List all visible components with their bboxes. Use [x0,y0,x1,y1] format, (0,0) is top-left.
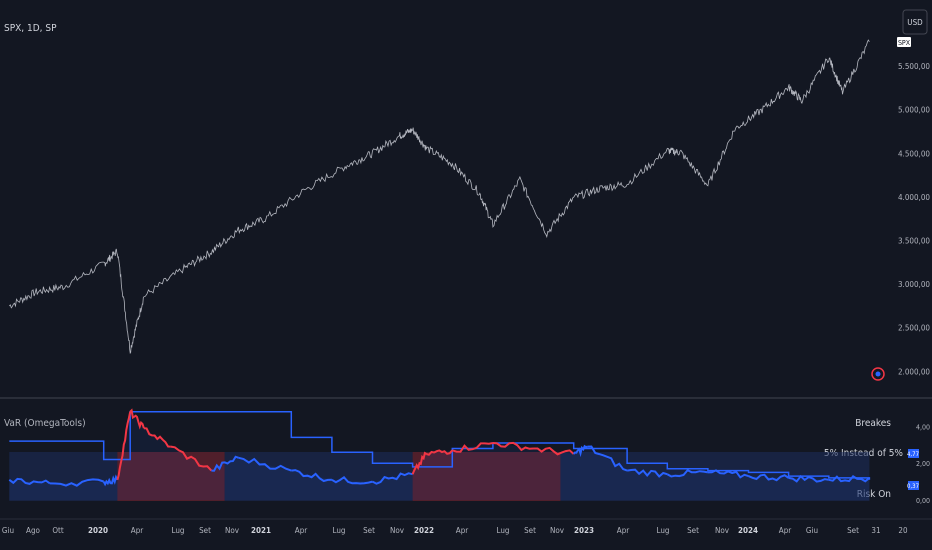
time-tick-label: Ago [26,526,40,535]
indicator-axis: 4,00 2,00 0,00 [916,423,930,505]
time-tick-label: Lug [497,526,510,535]
var-line-segment [372,472,413,485]
var-line-segment [211,455,239,472]
time-tick-label: Lug [333,526,346,535]
time-tick-label: Set [687,526,699,535]
regime-band [117,452,225,501]
time-tick-label: Giu [2,526,14,535]
var-area [9,411,870,500]
var-line-segment [533,446,575,456]
value-badge-1: 4,77 [907,451,919,458]
time-tick-label: 2021 [251,526,271,535]
time-tick-label: 2020 [88,526,108,535]
time-tick-label: Apr [779,526,791,535]
var-line-segment [492,441,534,452]
time-tick-label: Nov [715,526,730,535]
time-tick-label: Lug [657,526,670,535]
price-tick-label: 2.000,00 [898,367,930,376]
last-price-symbol: SPX [898,39,911,47]
indicator-tick-label: 2,00 [916,460,930,468]
var-line-segment [666,468,709,478]
price-tick-label: 5.500,00 [898,62,930,71]
var-line-segment [49,478,105,487]
indicator-tick-label: 0,00 [916,497,930,505]
var-line-segment [170,445,213,472]
price-series [9,39,870,355]
var-line-segment [238,456,292,472]
price-tick-label: 3.000,00 [898,280,930,289]
regime-band [9,452,118,501]
var-line-segment [102,474,119,487]
var-line-segment [788,474,829,483]
time-tick-label: Apr [131,526,143,535]
flag-icon[interactable] [871,367,885,381]
time-axis: Giu Ago Ott 2020 Apr Lug Set Nov 2021 Apr Lug Set No… [2,526,908,535]
time-tick-label: Set [524,526,536,535]
var-line-segment [143,427,171,448]
time-tick-label: 31 [871,526,880,535]
last-price-badge: SPX [897,37,911,47]
var-line-segment [8,477,51,485]
var-line-segment [626,468,668,478]
regime-band [412,452,561,501]
time-tick-label: Set [847,526,859,535]
breaks-line [9,410,871,480]
price-axis: 5.500,00 5.000,00 4.500,00 4.000,00 3.500,00… [898,62,930,376]
time-tick-label: 20 [898,526,908,535]
currency-label: USD [907,18,923,27]
time-tick-label: Lug [172,526,185,535]
time-tick-label: Apr [617,526,629,535]
time-tick-label: 2024 [738,526,758,535]
var-line-segment [587,445,628,472]
symbol-title[interactable]: SPX, 1D, SP [4,23,57,34]
time-tick-label: Set [199,526,211,535]
indicator-title[interactable]: VaR (OmegaTools) [4,418,86,429]
var-line-segment [129,408,145,430]
var-line-segment [707,469,749,479]
legend-risk-on: Risk On [857,489,891,500]
time-tick-label: 2022 [414,526,434,535]
indicator-value-badges: 4,77 0,37 [907,449,919,490]
time-tick-label: Set [363,526,375,535]
var-line-segment [572,444,588,458]
var-line-segment [411,451,427,475]
time-tick-label: Ott [52,526,63,535]
var-series [8,408,871,500]
time-tick-label: Apr [456,526,468,535]
var-line-segment [748,473,790,482]
time-tick-label: Giu [806,526,818,535]
currency-button[interactable]: USD [902,9,928,35]
time-tick-label: Apr [295,526,307,535]
time-tick-label: Nov [225,526,240,535]
indicator-tick-label: 4,00 [916,423,930,431]
price-tick-label: 3.500,00 [898,237,930,246]
var-line-segment [116,411,132,481]
time-tick-label: Nov [390,526,405,535]
price-line [9,39,870,355]
var-line-segment [426,449,454,456]
price-tick-label: 4.000,00 [898,193,930,202]
price-tick-label: 5.000,00 [898,106,930,115]
var-line-segment [828,474,871,483]
time-tick-label: Nov [550,526,565,535]
price-tick-label: 4.500,00 [898,149,930,158]
var-line-segment [331,475,373,485]
time-tick-label: 2023 [574,526,594,535]
var-line-segment [451,442,494,453]
var-line-segment [291,469,332,483]
legend-breakes: Breakes [855,418,891,429]
value-badge-2: 0,37 [907,483,919,490]
price-tick-label: 2.500,00 [898,324,930,333]
